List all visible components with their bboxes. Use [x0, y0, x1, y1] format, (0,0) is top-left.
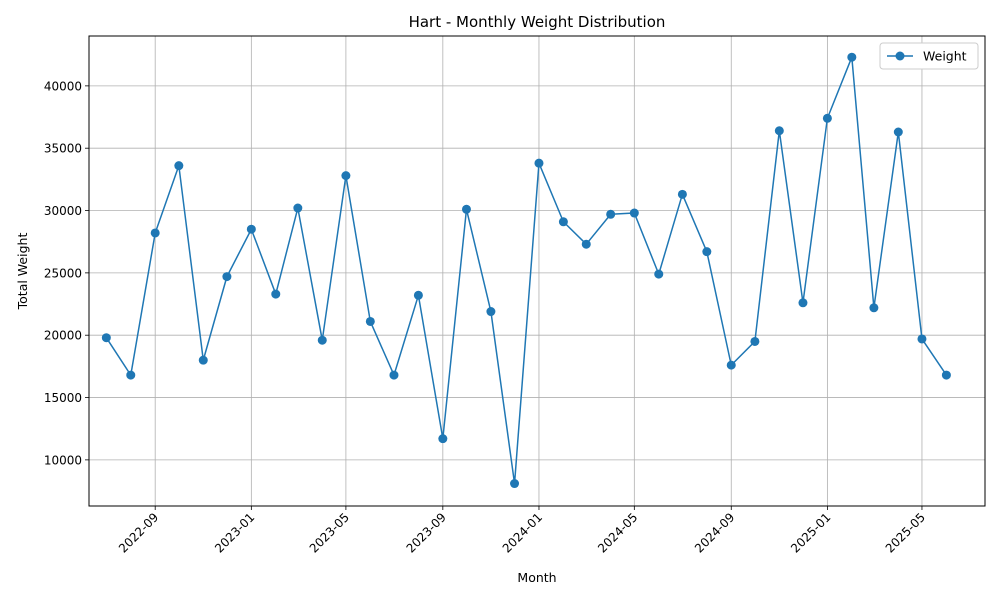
data-point	[941, 370, 951, 380]
chart-title: Hart - Monthly Weight Distribution	[409, 13, 666, 31]
data-point	[869, 303, 879, 313]
legend-marker-weight	[895, 51, 905, 61]
data-point	[293, 203, 303, 213]
data-point	[341, 171, 351, 181]
y-tick-label: 40000	[44, 79, 82, 93]
series-layer	[101, 52, 951, 489]
data-point	[750, 336, 760, 346]
data-point	[726, 360, 736, 370]
y-tick-label: 10000	[44, 453, 82, 467]
data-point	[317, 335, 327, 345]
data-point	[389, 370, 399, 380]
data-point	[438, 434, 448, 444]
legend: Weight	[879, 42, 979, 70]
data-point	[822, 113, 832, 123]
y-axis: 10000 15000 20000 25000 30000 35000 40000	[44, 79, 89, 467]
data-point	[847, 52, 857, 62]
data-point	[413, 290, 423, 300]
data-point	[271, 289, 281, 299]
data-point	[702, 247, 712, 257]
data-point	[486, 307, 496, 317]
y-tick-label: 35000	[44, 142, 82, 156]
data-point	[150, 228, 160, 238]
y-tick-label: 20000	[44, 329, 82, 343]
data-point	[534, 158, 544, 168]
data-point	[222, 272, 232, 282]
data-point	[246, 224, 256, 234]
data-point	[629, 208, 639, 218]
data-point	[581, 239, 591, 249]
data-point	[798, 298, 808, 308]
data-point	[365, 316, 375, 326]
data-point	[558, 217, 568, 227]
data-point	[126, 370, 136, 380]
data-point	[510, 479, 520, 489]
data-point	[101, 333, 111, 343]
y-axis-label: Total Weight	[15, 233, 30, 311]
y-tick-label: 25000	[44, 266, 82, 280]
data-point	[174, 161, 184, 171]
legend-label-weight: Weight	[923, 49, 967, 64]
data-point	[606, 209, 616, 219]
grid-lines	[89, 36, 985, 506]
plot-area-frame	[88, 35, 986, 507]
data-point	[677, 189, 687, 199]
series-line-weight	[105, 56, 948, 485]
data-point	[198, 355, 208, 365]
data-point	[917, 334, 927, 344]
y-tick-label: 15000	[44, 391, 82, 405]
legend-box	[879, 42, 979, 70]
data-point	[893, 127, 903, 137]
data-point	[654, 269, 664, 279]
data-point	[774, 126, 784, 136]
x-axis-label: Month	[517, 570, 556, 585]
data-point	[461, 204, 471, 214]
y-tick-label: 30000	[44, 204, 82, 218]
